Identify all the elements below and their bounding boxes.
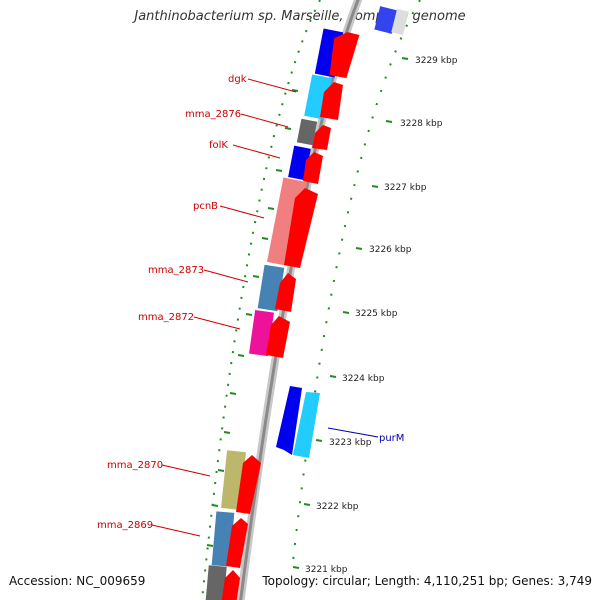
scale-track-right <box>291 0 421 571</box>
gene-label-mma-2876[interactable]: mma_2876 <box>185 109 241 120</box>
tick-label-3221: 3221 kbp <box>305 565 348 575</box>
gene-block-faint-top[interactable] <box>374 6 398 34</box>
gene-label-pcnB[interactable]: pcnB <box>193 201 218 212</box>
purM-genes <box>276 386 320 458</box>
cds-arrow-1[interactable] <box>329 31 360 79</box>
accession-text: Accession: NC_009659 <box>9 574 146 588</box>
cds-arrow-7[interactable] <box>266 316 290 358</box>
tick-label-3228: 3228 kbp <box>400 119 443 129</box>
gene-block-purM-blue[interactable] <box>276 386 302 455</box>
gene-label-mma-2872[interactable]: mma_2872 <box>138 312 194 323</box>
purM-leader <box>327 427 379 438</box>
cds-arrow-4[interactable] <box>303 152 323 184</box>
gene-labels: dgk mma_2876 folK pcnB mma_2873 mma_2872… <box>97 74 404 531</box>
right-major-ticks <box>292 57 409 569</box>
cds-arrow-5[interactable] <box>284 188 318 268</box>
gene-block-faint-top-2[interactable] <box>391 8 409 36</box>
cds-arrow-10[interactable] <box>221 570 240 600</box>
cds-arrow-9[interactable] <box>226 518 248 568</box>
cds-arrow-6[interactable] <box>275 273 296 312</box>
tick-label-3227: 3227 kbp <box>384 183 427 193</box>
gene-label-leaders <box>151 78 297 537</box>
gene-block-gray-bottom[interactable] <box>205 565 227 600</box>
gene-label-mma-2873[interactable]: mma_2873 <box>148 265 204 276</box>
tick-label-3223: 3223 kbp <box>329 438 372 448</box>
cds-arrow-2[interactable] <box>320 82 343 120</box>
cds-arrow-8[interactable] <box>236 455 261 514</box>
genome-summary-text: Topology: circular; Length: 4,110,251 bp… <box>262 574 592 588</box>
gene-label-mma-2869[interactable]: mma_2869 <box>97 520 153 531</box>
tick-label-3224: 3224 kbp <box>342 374 385 384</box>
tick-label-3229: 3229 kbp <box>415 56 458 66</box>
tick-label-3222: 3222 kbp <box>316 502 359 512</box>
tick-label-3225: 3225 kbp <box>355 309 398 319</box>
left-minor-ticks <box>206 89 299 547</box>
gene-label-folK[interactable]: folK <box>209 140 228 151</box>
gene-block-purM[interactable] <box>293 392 320 458</box>
cds-arrows <box>221 31 360 600</box>
gene-label-dgk[interactable]: dgk <box>228 74 247 85</box>
ruler-labels: 3229 kbp 3228 kbp 3227 kbp 3226 kbp 3225… <box>305 56 458 575</box>
gene-label-mma-2870[interactable]: mma_2870 <box>107 460 163 471</box>
cds-arrow-3[interactable] <box>312 125 331 150</box>
tick-label-3226: 3226 kbp <box>369 245 412 255</box>
gene-block-mma-2876[interactable] <box>296 118 318 146</box>
gene-label-purM[interactable]: purM <box>379 433 404 444</box>
